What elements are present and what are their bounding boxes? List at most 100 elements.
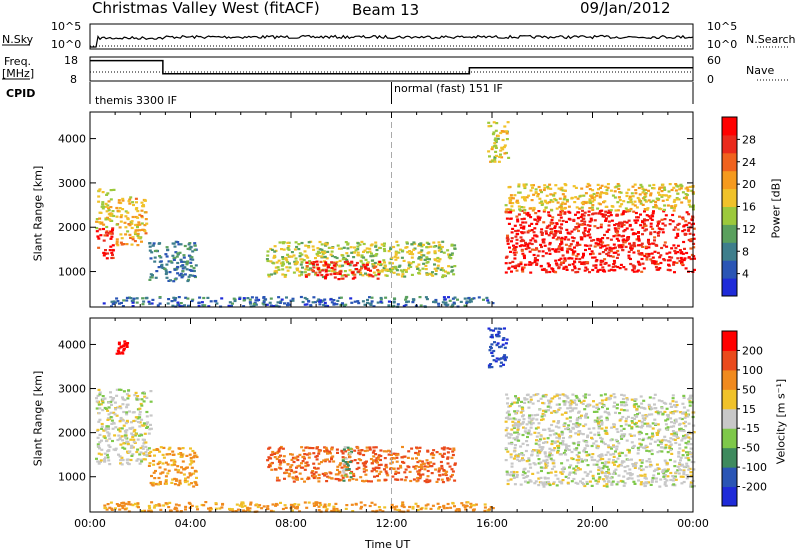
power-panel-cell xyxy=(554,262,558,265)
velocity-panel-cell xyxy=(626,458,630,461)
power-panel-cell xyxy=(362,264,366,267)
power-panel-cell xyxy=(176,261,180,265)
velocity-panel-cell xyxy=(513,410,517,413)
velocity-panel-cell xyxy=(612,455,616,458)
power-panel-cell xyxy=(176,265,180,269)
power-panel-cell xyxy=(511,265,515,268)
velocity-panel-cell xyxy=(102,429,106,432)
velocity-panel-cell xyxy=(103,397,107,400)
power-panel-cell xyxy=(126,211,130,214)
power-panel-cell xyxy=(668,259,672,262)
power-panel-cell xyxy=(188,274,192,277)
velocity-panel-cell xyxy=(548,429,552,432)
velocity-panel-cell xyxy=(539,461,543,464)
velocity-panel-cell xyxy=(164,479,168,482)
power-panel-cell xyxy=(560,246,564,249)
velocity-panel-cell xyxy=(567,448,571,451)
velocity-panel-cell xyxy=(121,419,125,422)
power-panel-cell xyxy=(97,189,101,192)
power-panel-cell xyxy=(513,265,517,268)
power-panel-cell xyxy=(661,231,665,234)
velocity-panel-cell xyxy=(688,397,692,400)
velocity-panel-cell xyxy=(348,452,352,455)
velocity-panel-cell xyxy=(539,476,543,479)
velocity-panel-cell xyxy=(548,434,552,437)
velocity-panel-cell xyxy=(466,501,470,504)
velocity-panel-cell xyxy=(153,454,156,457)
power-panel-cell xyxy=(519,223,523,227)
power-panel-cell xyxy=(515,199,519,202)
velocity-panel-cell xyxy=(529,433,533,436)
velocity-panel-cell xyxy=(522,468,526,471)
power-panel-cell xyxy=(544,206,548,209)
power-panel-cell xyxy=(171,242,175,245)
power-panel-cell xyxy=(97,221,101,224)
power-panel-cell xyxy=(668,256,672,259)
velocity-panel-cell xyxy=(112,411,116,414)
power-panel-cell xyxy=(164,269,168,272)
velocity-panel-cell xyxy=(158,480,162,484)
power-panel-cell xyxy=(296,267,300,270)
velocity-panel-cell xyxy=(585,441,589,444)
velocity-panel-cell xyxy=(658,485,662,488)
power-panel-cell xyxy=(683,247,686,250)
power-panel-cell xyxy=(272,262,276,265)
power-panel-cell xyxy=(639,183,643,186)
velocity-panel-cell xyxy=(107,444,111,447)
power-panel-cell xyxy=(413,247,417,250)
velocity-panel-cell xyxy=(325,508,329,511)
power-panel-cell xyxy=(181,274,185,277)
power-panel-cell xyxy=(529,263,533,266)
power-panel-cell xyxy=(671,220,675,223)
power-panel-cell xyxy=(543,187,547,190)
velocity-panel-cell xyxy=(654,480,658,483)
velocity-panel-cell xyxy=(221,503,224,506)
velocity-panel-cell xyxy=(417,453,420,456)
power-panel-cell xyxy=(580,219,584,223)
power-panel-cell xyxy=(529,189,533,192)
velocity-panel-cell xyxy=(119,418,123,422)
velocity-panel-cell xyxy=(577,451,581,454)
velocity-panel-cell xyxy=(624,454,628,457)
velocity-panel-cell xyxy=(393,506,397,509)
power-panel-cell xyxy=(565,250,569,253)
velocity-panel-cell xyxy=(494,327,498,330)
power-panel-cell xyxy=(685,223,689,226)
velocity-panel-cell xyxy=(278,463,282,466)
power-panel-cell xyxy=(535,262,539,265)
power-panel-cell xyxy=(173,278,177,281)
power-panel-cell xyxy=(502,146,506,149)
power-panel-cell xyxy=(508,208,512,211)
power-panel-cell xyxy=(655,197,659,200)
power-panel-cell xyxy=(485,296,489,299)
power-panel-cell xyxy=(319,299,322,302)
velocity-panel-cell xyxy=(627,424,631,427)
power-panel-cell xyxy=(554,259,558,262)
velocity-panel-cell xyxy=(600,399,604,402)
velocity-panel-cell xyxy=(453,462,457,465)
velocity-panel-cell xyxy=(598,456,602,459)
velocity-panel-cell xyxy=(668,444,672,448)
velocity-panel-cell xyxy=(103,460,107,463)
velocity-panel-cell xyxy=(609,453,613,456)
power-panel-cell xyxy=(638,263,642,266)
power-panel-cell xyxy=(437,305,441,308)
power-panel-cell xyxy=(676,228,680,231)
velocity-panel-cell xyxy=(95,457,98,460)
velocity-panel-cell xyxy=(356,446,360,449)
velocity-panel-cell xyxy=(660,439,664,442)
velocity-panel-cell xyxy=(682,394,686,397)
power-panel-cell xyxy=(109,237,113,240)
power-panel-cell xyxy=(670,247,674,250)
power-panel-cell xyxy=(443,303,447,306)
velocity-panel-cell xyxy=(643,484,647,488)
power-panel-cell xyxy=(683,257,687,260)
power-panel-cell xyxy=(151,298,155,301)
velocity-panel-cell xyxy=(451,470,455,473)
velocity-panel-cell xyxy=(361,479,364,482)
power-panel-cell xyxy=(319,300,323,303)
velocity-panel-cell xyxy=(358,453,362,456)
power-panel-cell xyxy=(323,251,327,254)
power-panel-cell xyxy=(606,244,610,247)
velocity-panel-cell xyxy=(675,436,679,439)
